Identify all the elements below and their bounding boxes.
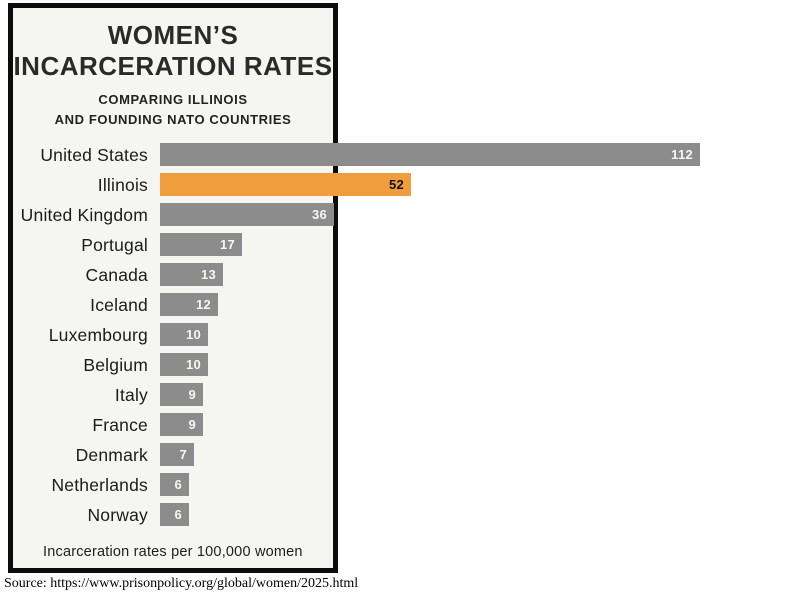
bar-value-label: 12	[195, 297, 211, 312]
bar: 9	[160, 413, 203, 436]
bar-row: United Kingdom 36	[0, 200, 800, 230]
bar-row: Belgium 10	[0, 350, 800, 380]
bar-row: Portugal 17	[0, 230, 800, 260]
country-label: United Kingdom	[20, 205, 148, 225]
bar-value-label: 52	[388, 177, 404, 192]
bar: 36	[160, 203, 334, 226]
bar-row: Netherlands 6	[0, 470, 800, 500]
bar: 6	[160, 503, 189, 526]
country-label: Netherlands	[51, 475, 148, 495]
highlight-bar: 52	[160, 173, 411, 196]
bar: 7	[160, 443, 194, 466]
bar-row: Norway 6	[0, 500, 800, 530]
country-label: Norway	[87, 505, 148, 525]
bar-row: Iceland 12	[0, 290, 800, 320]
title-block: WOMEN’S INCARCERATION RATES COMPARING IL…	[13, 20, 333, 130]
bar: 10	[160, 353, 208, 376]
bar-value-label: 9	[188, 417, 196, 432]
country-label: United States	[40, 145, 148, 165]
bar: 112	[160, 143, 700, 166]
bar-row: Luxembourg 10	[0, 320, 800, 350]
bar: 17	[160, 233, 242, 256]
bar-value-label: 112	[671, 147, 693, 162]
bar-value-label: 9	[188, 387, 196, 402]
bar-row: Italy 9	[0, 380, 800, 410]
country-label: Illinois	[97, 175, 148, 195]
bar-row: United States 112	[0, 140, 800, 170]
bar: 10	[160, 323, 208, 346]
chart-title-line-1: WOMEN’S	[107, 20, 239, 50]
chart-subtitle-line-2: AND FOUNDING NATO COUNTRIES	[54, 112, 292, 127]
country-label: Canada	[85, 265, 148, 285]
country-label: Luxembourg	[48, 325, 148, 345]
bar-value-label: 6	[174, 477, 182, 492]
bar-row: Illinois 52	[0, 170, 800, 200]
bar: 13	[160, 263, 223, 286]
bar-value-label: 10	[185, 327, 201, 342]
chart-title-line-2: INCARCERATION RATES	[13, 51, 333, 81]
subtitle-block: COMPARING ILLINOIS AND FOUNDING NATO COU…	[13, 90, 333, 130]
bar-row: Denmark 7	[0, 440, 800, 470]
country-label: Portugal	[81, 235, 148, 255]
country-label: France	[92, 415, 148, 435]
bar-row: Canada 13	[0, 260, 800, 290]
bar-value-label: 17	[219, 237, 235, 252]
bar-value-label: 7	[179, 447, 187, 462]
country-label: Iceland	[90, 295, 148, 315]
bar-value-label: 13	[200, 267, 216, 282]
country-label: Denmark	[75, 445, 148, 465]
bar-value-label: 10	[185, 357, 201, 372]
country-label: Belgium	[83, 355, 148, 375]
unit-footnote: Incarceration rates per 100,000 women	[43, 544, 303, 560]
bar-row: France 9	[0, 410, 800, 440]
bar: 6	[160, 473, 189, 496]
bar-value-label: 6	[174, 507, 182, 522]
bar: 9	[160, 383, 203, 406]
bar: 12	[160, 293, 218, 316]
country-label: Italy	[114, 385, 148, 405]
chart-subtitle-line-1: COMPARING ILLINOIS	[98, 92, 248, 107]
source-citation: Source: https://www.prisonpolicy.org/glo…	[4, 576, 359, 591]
bar-value-label: 36	[311, 207, 327, 222]
